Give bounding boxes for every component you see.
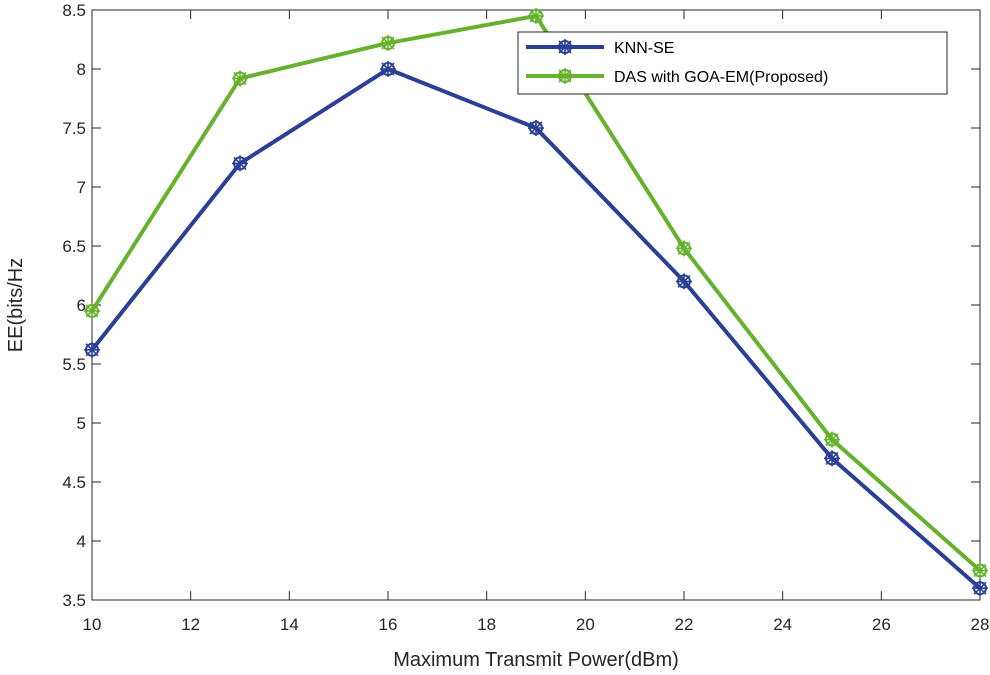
data-point — [380, 35, 396, 52]
x-tick-label: 28 — [971, 615, 990, 634]
marker-star — [84, 302, 100, 319]
marker-star — [676, 273, 692, 290]
y-tick-label: 5 — [77, 414, 86, 433]
data-point — [676, 273, 692, 290]
marker-star — [972, 580, 988, 597]
legend-label: DAS with GOA-EM(Proposed) — [614, 69, 828, 86]
marker-star — [232, 155, 248, 172]
marker-star — [84, 341, 100, 358]
y-axis: 3.5 4 4.5 5 5.5 6 6.5 7 7.5 8 8.5 — [62, 1, 980, 610]
y-tick-label: 4 — [77, 532, 86, 551]
y-tick-label: 6 — [77, 296, 86, 315]
marker-star — [972, 562, 988, 579]
y-tick-label: 8 — [77, 60, 86, 79]
data-point — [232, 155, 248, 172]
x-tick-label: 20 — [576, 615, 595, 634]
marker-star — [557, 68, 573, 84]
legend-marker — [557, 68, 573, 84]
marker-star — [557, 39, 573, 55]
marker-star — [232, 70, 248, 87]
data-point — [972, 580, 988, 597]
x-tick-label: 16 — [379, 615, 398, 634]
y-tick-label: 4.5 — [62, 473, 86, 492]
y-tick-label: 8.5 — [62, 1, 86, 20]
legend-label: KNN-SE — [614, 40, 674, 57]
y-tick-label: 5.5 — [62, 355, 86, 374]
data-point — [528, 120, 544, 136]
x-tick-label: 24 — [773, 615, 792, 634]
legend-box — [517, 31, 948, 95]
marker-star — [528, 120, 544, 136]
data-point — [84, 302, 100, 319]
y-tick-label: 3.5 — [62, 591, 86, 610]
data-point — [676, 240, 692, 257]
y-axis-label: EE(bits/Hz — [5, 258, 27, 352]
x-tick-label: 12 — [181, 615, 200, 634]
series-knn-se — [84, 61, 988, 597]
x-tick-label: 14 — [280, 615, 299, 634]
x-tick-label: 10 — [83, 615, 102, 634]
y-tick-label: 7.5 — [62, 119, 86, 138]
marker-star — [528, 7, 544, 24]
x-tick-label: 22 — [675, 615, 694, 634]
marker-star — [824, 450, 840, 467]
marker-star — [676, 240, 692, 257]
y-tick-label: 6.5 — [62, 237, 86, 256]
y-tick-label: 7 — [77, 178, 86, 197]
plot-area — [91, 9, 981, 601]
x-axis-label: Maximum Transmit Power(dBm) — [393, 649, 679, 671]
data-point — [232, 70, 248, 87]
data-point — [972, 562, 988, 579]
data-point — [84, 341, 100, 358]
x-axis: 10 12 14 16 18 20 22 24 26 28 — [83, 10, 990, 634]
data-point — [380, 61, 396, 77]
marker-star — [824, 431, 840, 448]
marker-star — [380, 35, 396, 52]
data-point — [824, 431, 840, 448]
series-das-goa-em — [84, 7, 988, 579]
data-point — [528, 7, 544, 24]
x-tick-label: 18 — [477, 615, 496, 634]
data-point — [824, 450, 840, 467]
legend-marker — [557, 39, 573, 55]
legend: KNN-SE DAS with GOA-EM(Proposed) — [517, 31, 948, 95]
series-layer — [84, 7, 988, 597]
x-tick-label: 26 — [872, 615, 891, 634]
marker-star — [380, 61, 396, 77]
